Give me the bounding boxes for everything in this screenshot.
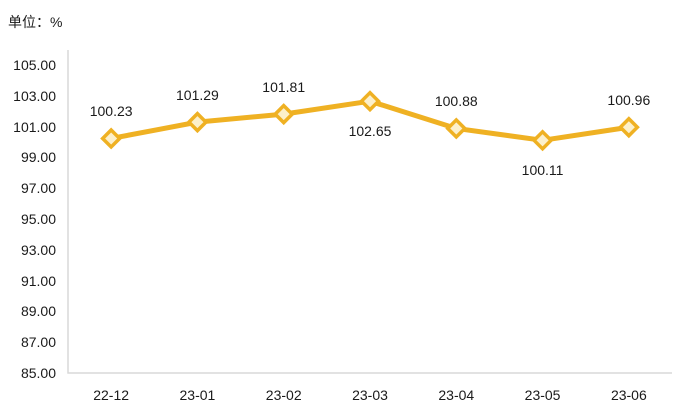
y-axis-tick-label: 87.00 [20,334,56,351]
y-axis-tick-label: 97.00 [20,180,56,197]
axis-lines [67,50,672,374]
data-point-marker [445,117,468,140]
data-point-label: 101.81 [262,79,306,96]
y-axis-tick-label: 101.00 [13,118,56,135]
data-point-label: 100.11 [521,162,564,179]
x-axis-category-label: 23-01 [179,387,216,403]
x-axis-category-label: 23-06 [610,387,647,403]
data-point-label: 100.88 [434,93,478,110]
data-point-label: 100.96 [607,92,651,109]
data-point-label: 100.23 [89,103,133,120]
y-axis-tick-label: 93.00 [20,241,56,258]
x-axis-category-label: 23-05 [524,387,561,403]
y-axis-tick-label: 89.00 [20,303,56,320]
data-point-label: 101.29 [176,87,219,104]
x-axis-category-label: 23-04 [438,387,475,403]
y-axis-tick-label: 103.00 [13,87,56,104]
data-point-marker [531,129,554,152]
y-axis-tick-label: 105.00 [13,57,56,73]
y-axis-tick-label: 99.00 [20,149,56,166]
y-axis-tick-label: 91.00 [20,272,56,289]
y-axis-tick-label: 85.00 [20,365,56,381]
unit-label: 单位：% [8,14,63,30]
data-point-marker [359,90,381,113]
y-axis-tick-label: 95.00 [20,211,56,227]
data-point-marker [272,103,295,126]
data-point-marker [100,127,123,150]
x-axis-category-label: 22-12 [93,387,130,403]
data-point-marker [617,116,640,139]
x-axis-category-label: 23-03 [352,387,388,403]
data-point-label: 102.65 [348,123,392,140]
data-point-marker [186,111,209,134]
x-axis-category-label: 23-02 [265,387,302,403]
